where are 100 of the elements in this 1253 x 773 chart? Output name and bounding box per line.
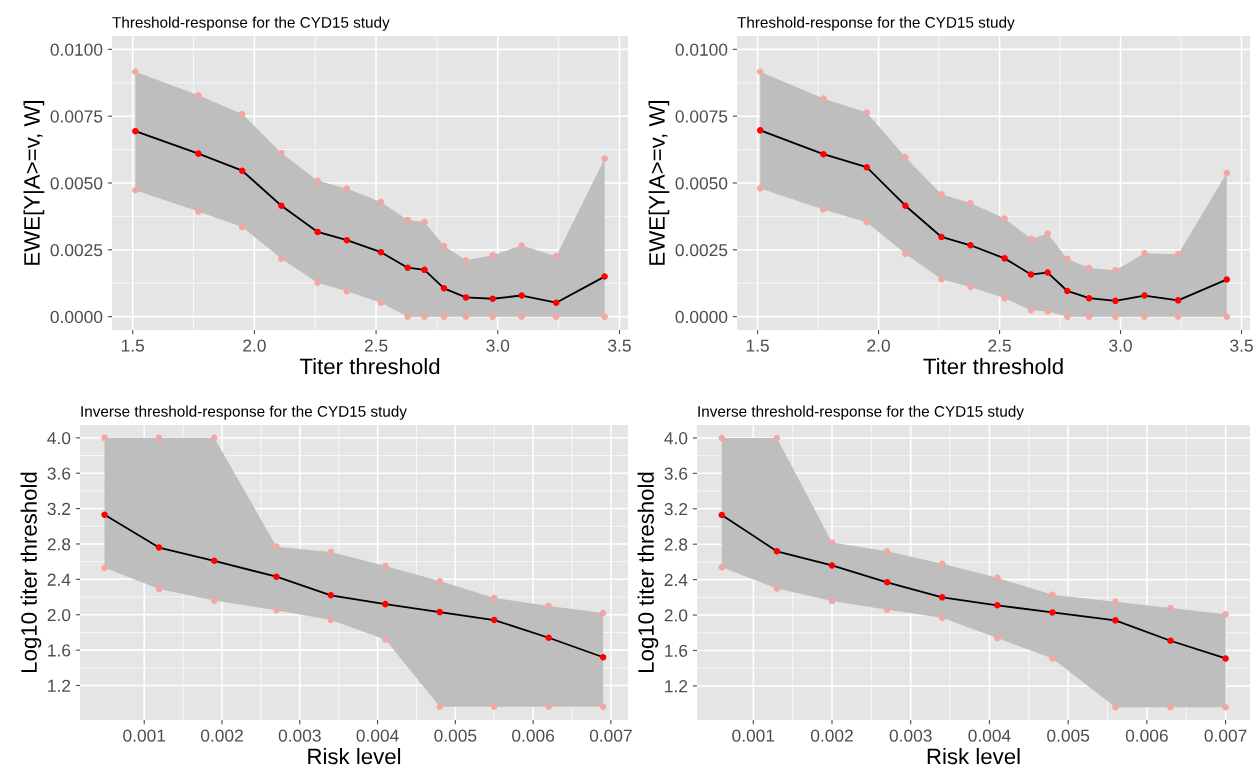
point — [421, 218, 428, 226]
point — [938, 594, 946, 601]
point — [1049, 591, 1056, 598]
point — [1174, 313, 1182, 320]
chart-title: Threshold-response for the CYD15 study — [737, 16, 1015, 31]
point — [101, 434, 108, 442]
point — [421, 266, 428, 274]
x-tick-label: 0.006 — [1125, 729, 1168, 742]
point — [1049, 609, 1056, 616]
point — [489, 313, 496, 320]
point — [489, 295, 496, 302]
x-tick-label: 0.003 — [889, 729, 932, 742]
x-tick-label: 0.001 — [123, 729, 166, 742]
x-tick-label: 3.5 — [608, 339, 631, 352]
point — [1085, 313, 1093, 320]
point — [132, 186, 139, 194]
point — [101, 564, 108, 572]
y-tick-label: 4.0 — [664, 432, 688, 445]
point — [314, 177, 321, 185]
point — [404, 264, 411, 271]
x-tick-label: 0.004 — [968, 729, 1011, 742]
point — [994, 602, 1001, 609]
y-tick-label: 0.0100 — [675, 43, 728, 56]
point — [343, 185, 351, 192]
point — [773, 548, 781, 555]
point — [377, 299, 385, 306]
point — [599, 703, 607, 710]
point — [518, 313, 525, 320]
x-tick-label: 0.005 — [1047, 729, 1090, 742]
point — [552, 252, 560, 260]
point — [718, 434, 726, 442]
x-tick-label: 2.5 — [988, 339, 1011, 352]
point — [404, 216, 411, 224]
point — [552, 299, 560, 306]
x-tick-label: 0.003 — [278, 729, 321, 742]
point — [1167, 637, 1174, 644]
point — [1001, 294, 1008, 302]
point — [436, 703, 444, 710]
point — [343, 236, 351, 244]
point — [756, 185, 764, 192]
y-tick-label: 2.8 — [664, 538, 688, 551]
point — [1049, 655, 1056, 662]
point — [1064, 287, 1071, 295]
x-tick-label: 0.007 — [1204, 729, 1247, 742]
point — [967, 242, 974, 249]
point — [828, 597, 836, 605]
point — [820, 95, 827, 102]
y-tick-label: 3.6 — [47, 467, 71, 480]
point — [1112, 297, 1119, 305]
y-tick-label: 0.0025 — [675, 243, 728, 257]
y-tick-label: 1.6 — [48, 644, 71, 657]
y-tick-label: 4.0 — [47, 431, 71, 445]
point — [599, 653, 607, 661]
point — [490, 594, 498, 602]
x-tick-label: 3.0 — [1109, 339, 1132, 352]
point — [552, 313, 560, 320]
point — [278, 202, 285, 209]
point — [155, 544, 163, 551]
point — [238, 110, 246, 118]
point — [327, 616, 335, 624]
x-tick-label: 2.0 — [243, 339, 266, 352]
point — [436, 577, 444, 585]
point — [820, 150, 827, 158]
point — [1112, 313, 1119, 320]
point — [828, 539, 836, 546]
point — [1223, 276, 1231, 283]
point — [273, 573, 280, 580]
x-axis-title: Risk level — [927, 747, 1020, 765]
x-tick-label: 0.002 — [200, 729, 243, 742]
point — [1085, 294, 1093, 302]
x-tick-label: 0.005 — [434, 729, 477, 742]
point — [1044, 308, 1051, 315]
x-tick-label: 0.004 — [356, 729, 399, 742]
point — [195, 92, 202, 99]
point — [938, 233, 945, 241]
point — [883, 606, 891, 613]
y-tick-label: 0.0000 — [675, 310, 728, 324]
point — [195, 208, 202, 215]
point — [1223, 313, 1231, 320]
point — [440, 313, 448, 320]
point — [1141, 292, 1148, 299]
point — [1174, 251, 1182, 258]
point — [273, 607, 280, 614]
x-tick-label: 0.007 — [589, 729, 632, 742]
point — [314, 279, 321, 286]
point — [440, 285, 448, 292]
point — [601, 313, 608, 320]
point — [327, 548, 335, 556]
x-tick-label: 0.006 — [512, 729, 555, 742]
point — [938, 275, 945, 283]
point — [273, 543, 280, 550]
x-axis-title: Titer threshold — [923, 357, 1063, 375]
point — [756, 68, 764, 76]
point — [756, 127, 764, 134]
point — [327, 592, 335, 599]
x-tick-label: 3.0 — [486, 339, 510, 352]
point — [1085, 264, 1093, 272]
point — [462, 256, 470, 264]
x-tick-label: 3.5 — [1230, 339, 1253, 352]
point — [718, 563, 726, 571]
